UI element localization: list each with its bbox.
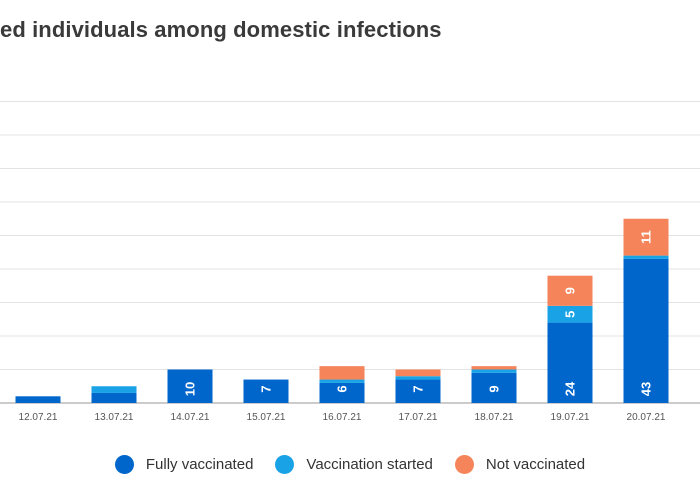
bar-segment-not-vaccinated[interactable] — [319, 366, 365, 380]
bar-segment-fully-vaccinated[interactable] — [623, 258, 669, 403]
data-label: 7 — [411, 385, 426, 392]
chart-title: ed individuals among domestic infections — [0, 17, 442, 42]
legend-swatch — [454, 455, 474, 474]
bar-segment-not-vaccinated[interactable] — [471, 366, 517, 370]
legend-label: Vaccination started — [306, 456, 433, 473]
x-tick-label: 16.07.21 — [323, 412, 362, 423]
bars: 10 7 6 7 9 24 5 9 43 11 — [15, 218, 669, 404]
data-label: 5 — [563, 311, 578, 318]
bar-segment-fully-vaccinated[interactable] — [91, 392, 137, 403]
gridlines — [0, 101, 700, 404]
data-label: 10 — [183, 382, 198, 396]
x-axis-ticks: 11.07.2112.07.2113.07.2114.07.2115.07.21… — [19, 412, 666, 423]
data-label: 24 — [563, 381, 578, 396]
legend-item[interactable]: Fully vaccinated — [114, 455, 254, 474]
x-tick-label: 13.07.21 — [95, 412, 134, 423]
data-label: 9 — [563, 287, 578, 294]
x-tick-label: 15.07.21 — [247, 412, 286, 423]
bar-segment-vaccination-started[interactable] — [547, 305, 593, 323]
bar-segment-fully-vaccinated[interactable] — [243, 379, 289, 403]
bar-segment-vaccination-started[interactable] — [623, 255, 669, 259]
data-label: 11 — [639, 230, 654, 244]
legend: Fully vaccinated Vaccination started Not v… — [0, 455, 700, 474]
bar-segment-vaccination-started[interactable] — [319, 379, 365, 383]
bar-segment-not-vaccinated[interactable] — [395, 369, 441, 377]
data-label: 43 — [639, 382, 654, 396]
legend-item[interactable]: Not vaccinated — [454, 455, 586, 474]
x-tick-label: 20.07.21 — [627, 412, 666, 423]
x-tick-label: 14.07.21 — [171, 412, 210, 423]
bar-segment-fully-vaccinated[interactable] — [547, 322, 593, 403]
bar-segment-not-vaccinated[interactable] — [547, 275, 593, 306]
x-tick-label: 18.07.21 — [475, 412, 514, 423]
bar-segment-not-vaccinated[interactable] — [623, 218, 669, 256]
bar-segment-fully-vaccinated[interactable] — [167, 369, 213, 404]
bar-segment-fully-vaccinated[interactable] — [15, 396, 61, 403]
bar-segment-fully-vaccinated[interactable] — [395, 379, 441, 403]
data-label: 9 — [487, 385, 502, 392]
x-tick-label: 19.07.21 — [551, 412, 590, 423]
bar-segment-vaccination-started[interactable] — [395, 376, 441, 380]
legend-label: Fully vaccinated — [145, 456, 254, 473]
data-label: 7 — [259, 385, 274, 392]
bar-segment-fully-vaccinated[interactable] — [471, 372, 517, 403]
bar-segment-vaccination-started[interactable] — [91, 386, 137, 393]
bar-segment-vaccination-started[interactable] — [471, 369, 517, 373]
data-label: 6 — [335, 385, 350, 392]
legend-label: Not vaccinated — [485, 456, 586, 473]
legend-swatch — [114, 455, 134, 474]
x-tick-label: 17.07.21 — [399, 412, 438, 423]
legend-swatch — [275, 455, 295, 474]
x-tick-label: 12.07.21 — [19, 412, 58, 423]
bar-segment-fully-vaccinated[interactable] — [319, 382, 365, 403]
legend-item[interactable]: Vaccination started — [275, 455, 433, 474]
